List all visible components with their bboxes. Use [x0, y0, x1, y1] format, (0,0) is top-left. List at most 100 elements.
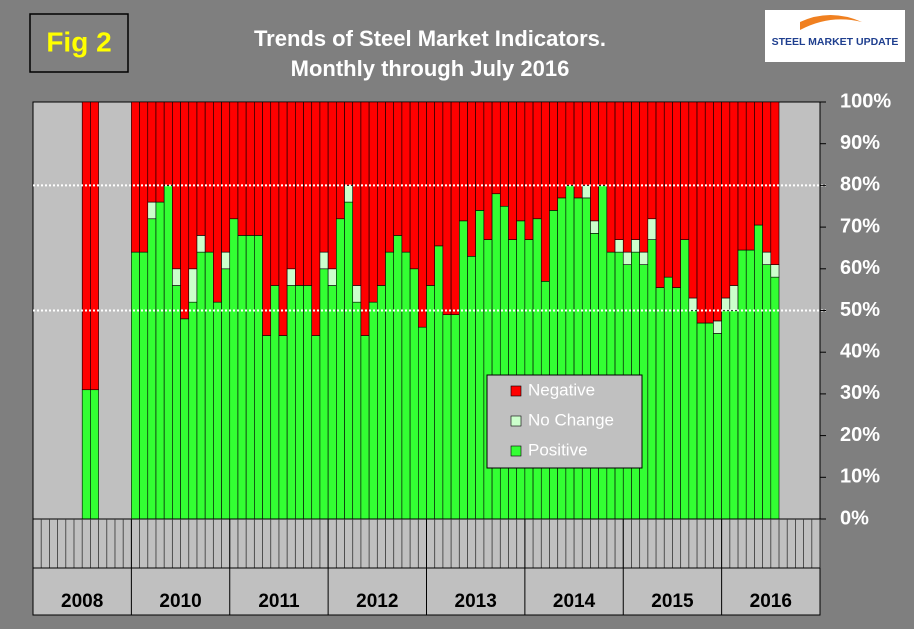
bar-segment: [147, 101, 157, 203]
bar-segment: [286, 268, 296, 286]
y-tick-label: 90%: [840, 132, 880, 154]
bar-segment: [622, 251, 632, 265]
bar-segment: [172, 268, 181, 286]
bar-segment: [131, 251, 140, 520]
bar-segment: [721, 310, 731, 520]
bar-segment: [754, 101, 763, 226]
y-tick-label: 100%: [840, 90, 891, 112]
bar-segment: [762, 101, 772, 253]
bar-segment: [762, 251, 772, 265]
bar-segment: [557, 197, 567, 520]
bar-segment: [131, 101, 140, 253]
bar-segment: [614, 101, 624, 240]
bar-segment: [360, 335, 370, 520]
bar-segment: [770, 101, 780, 265]
bar-segment: [360, 101, 370, 336]
bar-segment: [713, 333, 722, 520]
bar-segment: [573, 197, 583, 520]
bar-segment: [532, 218, 542, 520]
x-group-label: 2013: [455, 591, 497, 612]
bar-segment: [565, 101, 575, 186]
bar-segment: [770, 276, 780, 520]
bar-segment: [311, 335, 321, 520]
bar-segment: [721, 297, 731, 311]
bar-segment: [598, 101, 608, 186]
bar-segment: [393, 235, 403, 520]
bar-segment: [213, 301, 222, 520]
bar-segment: [295, 285, 304, 520]
bar-segment: [163, 101, 173, 186]
bar-segment: [475, 101, 485, 211]
bar-segment: [639, 101, 649, 253]
bar-segment: [303, 285, 313, 520]
bar-segment: [655, 101, 665, 288]
x-group-label: 2016: [750, 591, 792, 612]
bar-segment: [450, 314, 460, 520]
bar-segment: [418, 101, 427, 328]
chart-title: Trends of Steel Market Indicators.: [254, 26, 606, 51]
bar-segment: [491, 193, 501, 520]
bar-segment: [426, 285, 435, 520]
bar-segment: [762, 264, 772, 520]
bar-segment: [319, 268, 329, 520]
legend-label: No Change: [528, 410, 614, 429]
y-tick-label: 70%: [840, 215, 880, 237]
bar-segment: [229, 218, 239, 520]
legend-swatch: [510, 385, 522, 397]
y-tick-label: 60%: [840, 257, 880, 279]
y-tick-label: 80%: [840, 174, 880, 196]
bar-segment: [180, 318, 190, 520]
bar-segment: [737, 101, 747, 251]
chart-subtitle: Monthly through July 2016: [291, 56, 570, 81]
bar-segment: [393, 101, 403, 236]
bar-segment: [245, 101, 255, 236]
bar-segment: [188, 268, 198, 303]
bar-segment: [622, 101, 632, 253]
bar-segment: [180, 101, 190, 320]
bar-segment: [196, 251, 206, 520]
bar-segment: [377, 285, 386, 520]
y-tick-label: 30%: [840, 382, 880, 404]
bar-segment: [352, 285, 362, 303]
bar-segment: [139, 251, 149, 520]
bar-segment: [155, 201, 165, 520]
bar-segment: [704, 322, 714, 520]
bar-segment: [663, 101, 673, 278]
bar-segment: [549, 210, 558, 520]
bar-segment: [311, 101, 321, 336]
bar-segment: [688, 310, 698, 520]
bar-segment: [754, 224, 763, 520]
bar-segment: [573, 101, 583, 199]
bar-segment: [303, 101, 313, 286]
bar-segment: [524, 101, 534, 240]
bar-segment: [713, 320, 722, 334]
bar-segment: [147, 218, 157, 520]
bar-segment: [549, 101, 558, 211]
bar-segment: [688, 297, 698, 311]
bar-segment: [237, 101, 247, 236]
bar-segment: [139, 101, 149, 253]
y-tick-label: 20%: [840, 424, 880, 446]
bar-segment: [327, 285, 337, 520]
bar-segment: [647, 239, 657, 520]
bar-segment: [254, 235, 263, 520]
y-tick-label: 0%: [840, 507, 869, 529]
y-tick-label: 40%: [840, 340, 880, 362]
bar-segment: [147, 201, 157, 220]
bar-segment: [557, 101, 567, 199]
bar-segment: [286, 285, 296, 520]
bar-segment: [639, 251, 649, 265]
bar-segment: [327, 268, 337, 286]
bar-segment: [631, 239, 640, 253]
bar-segment: [581, 197, 591, 520]
bar-segment: [270, 285, 280, 520]
bar-segment: [672, 287, 681, 520]
bar-segment: [729, 310, 739, 520]
bar-segment: [631, 101, 640, 240]
bar-segment: [565, 185, 575, 520]
bar-segment: [245, 235, 255, 520]
bar-segment: [172, 285, 181, 520]
bar-segment: [262, 335, 272, 520]
legend-label: Positive: [528, 440, 588, 459]
